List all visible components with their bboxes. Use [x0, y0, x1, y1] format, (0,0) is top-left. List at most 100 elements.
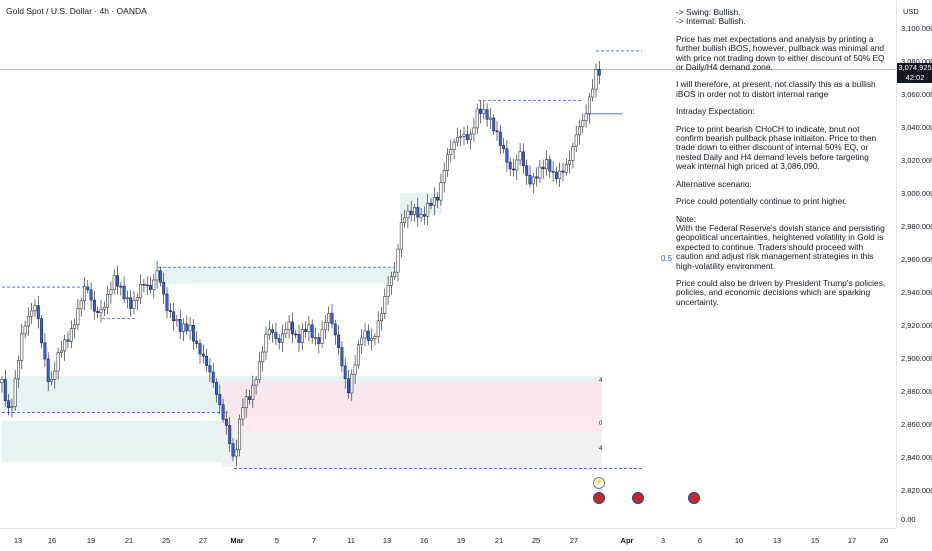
bull-candle — [472, 127, 476, 135]
bull-candle — [564, 163, 568, 173]
price-chart-svg[interactable] — [0, 0, 896, 528]
bear-candle — [271, 329, 275, 333]
price-tick-label: 2,920.000 — [901, 321, 932, 330]
notes-heading: Intraday Expectation: — [676, 106, 755, 117]
bull-candle — [455, 137, 459, 143]
price-tick-label: 2,880.000 — [901, 387, 932, 396]
time-tick-label: 6 — [697, 536, 703, 545]
time-tick-label: 16 — [47, 536, 57, 545]
time-tick-label: 15 — [810, 536, 820, 545]
internal-bias: -> Internal: Bullish. — [676, 16, 746, 27]
time-axis[interactable]: 13 16 19 21 25 27 Mar 5 7 11 13 16 19 21 25 27 Apr 3 6 10 13… — [0, 528, 896, 551]
bull-candle — [393, 271, 397, 278]
bear-candle — [224, 418, 228, 426]
bear-candle — [304, 329, 308, 332]
chart-area[interactable]: Gold Spot / U.S. Dollar · 4h · OANDA 0.5… — [0, 0, 896, 528]
bear-candle — [142, 284, 146, 286]
zone-mark: 4 — [599, 378, 603, 384]
zone-mark: 0 — [599, 421, 603, 427]
bull-candle — [175, 319, 179, 322]
bear-candle — [366, 330, 370, 341]
bear-candle — [228, 425, 232, 444]
bull-candle — [442, 170, 446, 183]
bear-candle — [208, 365, 212, 373]
bear-candle — [505, 148, 509, 163]
bull-candle — [238, 418, 242, 450]
us-flag-icon[interactable] — [632, 492, 644, 504]
notes-heading: Alternative scenario: — [676, 178, 752, 189]
bull-candle — [469, 133, 473, 140]
bull-candle — [125, 297, 129, 300]
bull-candle — [356, 344, 360, 366]
time-tick-label: Apr — [620, 536, 634, 545]
bull-candle — [102, 306, 106, 310]
time-tick-label: 10 — [734, 536, 744, 545]
bull-candle — [360, 337, 364, 346]
bear-candle — [310, 324, 314, 338]
bull-candle — [251, 384, 255, 400]
lightning-icon[interactable]: ⚡ — [593, 477, 605, 489]
bull-candle — [475, 108, 479, 129]
bear-candle — [198, 343, 202, 355]
time-tick-label: 11 — [347, 536, 355, 545]
bear-candle — [119, 285, 123, 288]
notes-paragraph: Price has met expectations and analysis … — [676, 33, 885, 73]
bull-candle — [281, 333, 284, 343]
bull-candle — [73, 324, 77, 329]
bear-candle — [333, 323, 337, 336]
bull-candle — [446, 154, 449, 171]
bull-candle — [76, 308, 80, 326]
analysis-notes: -> Swing: Bullish. -> Internal: Bullish.… — [676, 7, 888, 315]
time-tick-label: 17 — [847, 536, 857, 545]
bear-candle — [215, 382, 218, 395]
price-tick-label: 2,820.000 — [901, 486, 932, 495]
notes-heading: Note: — [676, 213, 697, 224]
us-flag-icon[interactable] — [593, 492, 605, 504]
bear-candle — [561, 170, 565, 173]
price-tick-label: 2,840.000 — [901, 453, 932, 462]
bull-candle — [376, 320, 380, 337]
price-tick-label: 3,100.000 — [901, 24, 932, 33]
bear-candle — [145, 284, 149, 287]
bear-candle — [554, 171, 558, 179]
bull-candle — [132, 300, 136, 309]
bear-candle — [116, 275, 119, 287]
price-tick-label: 2,900.000 — [901, 354, 932, 363]
bear-candle — [149, 285, 152, 290]
bear-candle — [465, 134, 469, 140]
price-tick-label: 3,040.000 — [901, 123, 932, 132]
bull-candle — [380, 313, 383, 322]
current-price-badge: 3,074.925 42:02 — [897, 63, 932, 83]
bear-candle — [337, 334, 341, 348]
bear-candle — [195, 340, 199, 344]
bear-candle — [46, 358, 50, 383]
bull-candle — [584, 113, 588, 121]
axis-currency: USD — [903, 7, 919, 16]
bull-candle — [432, 197, 436, 206]
bear-candle — [422, 214, 426, 217]
bull-candle — [0, 379, 4, 384]
bear-candle — [96, 310, 100, 313]
bull-candle — [99, 309, 103, 313]
bull-candle — [531, 176, 535, 185]
bull-candle — [152, 279, 156, 290]
bull-candle — [439, 182, 443, 201]
bear-candle — [129, 297, 133, 309]
time-tick-label: 19 — [86, 536, 96, 545]
bear-candle — [89, 289, 93, 301]
bear-candle — [502, 145, 506, 150]
bear-candle — [416, 207, 420, 218]
us-flag-icon[interactable] — [688, 492, 700, 504]
bull-candle — [568, 160, 572, 165]
time-tick-label: Mar — [230, 536, 244, 545]
bear-candle — [191, 324, 195, 342]
bull-candle — [515, 159, 519, 171]
bear-candle — [347, 378, 350, 394]
bull-candle — [419, 214, 423, 218]
time-tick-label: 13 — [772, 536, 782, 545]
time-tick-label: 19 — [456, 536, 466, 545]
bull-candle — [538, 166, 542, 179]
time-tick-label: 27 — [198, 536, 208, 545]
bear-candle — [231, 443, 235, 457]
price-axis[interactable]: USD 3,100.000 3,080.000 3,060.000 3,040.000… — [896, 0, 932, 528]
